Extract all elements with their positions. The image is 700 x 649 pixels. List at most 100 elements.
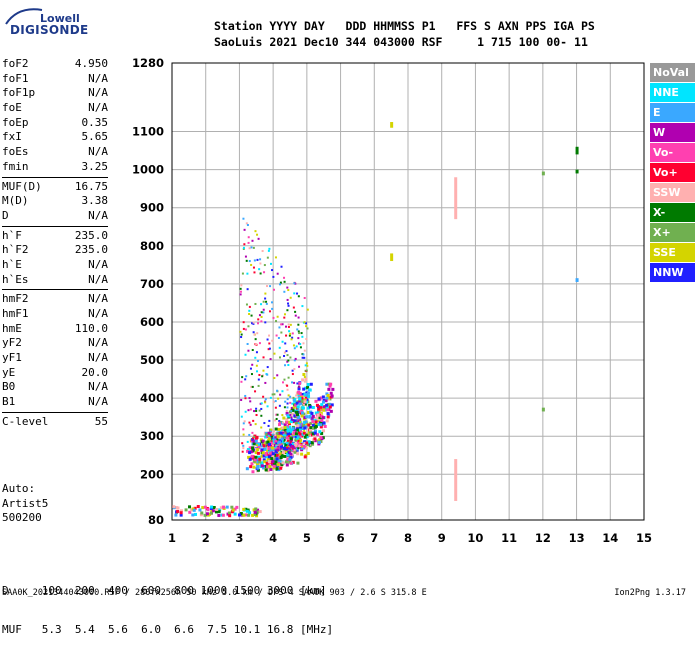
echo-point <box>303 393 306 396</box>
param-row: h`F2 235.0 <box>2 243 108 258</box>
echo-point <box>248 313 251 316</box>
echo-point <box>210 505 214 509</box>
echo-point <box>240 336 243 339</box>
echo-point <box>305 415 309 419</box>
echo-point <box>268 465 272 469</box>
echo-point <box>326 403 330 407</box>
param-name: D <box>2 208 9 222</box>
feature-mark <box>575 169 579 174</box>
echo-point <box>276 272 279 275</box>
echo-point <box>283 425 287 429</box>
param-row: foF1 N/A <box>2 72 108 87</box>
echo-point <box>280 437 284 441</box>
echo-point <box>327 387 331 391</box>
echo-point <box>279 283 282 286</box>
echo-point <box>260 448 264 452</box>
echo-point <box>267 438 271 442</box>
echo-point <box>284 364 287 367</box>
param-name: MUF(D) <box>2 179 42 193</box>
echo-point <box>272 440 276 444</box>
echo-point <box>318 430 322 434</box>
echo-point <box>244 394 247 397</box>
echo-point <box>264 468 268 472</box>
param-separator <box>2 289 108 291</box>
echo-point <box>260 407 263 410</box>
echo-point <box>291 408 295 412</box>
echo-point <box>287 289 290 292</box>
echo-point <box>275 442 278 445</box>
echo-point <box>269 467 273 471</box>
echo-point <box>293 381 296 384</box>
echo-point <box>291 336 294 339</box>
echo-point <box>296 428 300 432</box>
echo-point <box>329 409 333 413</box>
echo-point <box>298 418 302 422</box>
echo-point <box>277 427 281 431</box>
echo-point <box>279 393 282 396</box>
echo-point <box>278 404 281 407</box>
parameters-panel: foF2 4.950 foF1 N/A foF1p N/A foE N/A foEp 0.35 fx… <box>2 57 108 430</box>
echo-point <box>305 423 309 427</box>
echo-point <box>260 303 263 306</box>
echo-point <box>316 433 320 437</box>
echo-point <box>269 285 272 288</box>
echo-point <box>305 393 309 397</box>
echo-point <box>303 380 306 383</box>
echo-point <box>270 462 274 466</box>
echo-point <box>250 373 253 376</box>
echo-point <box>243 420 246 423</box>
echo-point <box>310 416 314 420</box>
echo-point <box>281 340 284 343</box>
echo-point <box>271 455 275 459</box>
echo-point <box>317 407 321 411</box>
echo-point <box>203 513 207 517</box>
legend-item: NNE <box>650 83 695 102</box>
echo-point <box>266 458 270 462</box>
echo-point <box>317 418 321 422</box>
echo-point <box>306 382 310 386</box>
param-row: fmin 3.25 <box>2 160 108 175</box>
echo-point <box>255 351 258 354</box>
feature-mark <box>575 278 579 282</box>
echo-point <box>291 434 295 438</box>
echo-point <box>249 408 252 411</box>
echo-point <box>284 325 287 328</box>
echo-point <box>296 382 299 385</box>
echo-point <box>308 415 312 419</box>
echo-point <box>252 459 256 463</box>
echo-point <box>281 414 284 417</box>
param-row: hmF1 N/A <box>2 307 108 322</box>
echo-point <box>256 442 260 446</box>
echo-point <box>298 444 302 448</box>
echo-point <box>246 342 249 345</box>
echo-point <box>329 382 333 386</box>
echo-point <box>287 394 290 397</box>
echo-point <box>308 405 312 409</box>
echo-point <box>289 413 292 416</box>
param-name: foF1p <box>2 86 36 100</box>
echo-point <box>251 322 254 325</box>
echo-point <box>288 457 292 461</box>
echo-point <box>309 426 313 430</box>
echo-point <box>324 408 328 412</box>
echo-point <box>283 290 286 293</box>
echo-point <box>215 507 219 511</box>
echo-point <box>302 387 306 391</box>
echo-point <box>296 452 300 456</box>
echo-point <box>267 460 271 464</box>
echo-point <box>278 440 282 444</box>
echo-point <box>275 334 278 337</box>
param-row: foEs N/A <box>2 145 108 160</box>
echo-point <box>297 316 300 319</box>
echo-point <box>296 413 300 417</box>
echo-point <box>278 442 282 446</box>
echo-point <box>287 302 290 305</box>
param-row: foF1p N/A <box>2 86 108 101</box>
echo-point <box>271 393 274 396</box>
echo-point <box>242 247 245 250</box>
echo-point <box>260 449 263 452</box>
echo-point <box>285 431 289 435</box>
echo-point <box>299 420 302 423</box>
echo-point <box>304 403 307 406</box>
echo-point <box>258 373 261 376</box>
